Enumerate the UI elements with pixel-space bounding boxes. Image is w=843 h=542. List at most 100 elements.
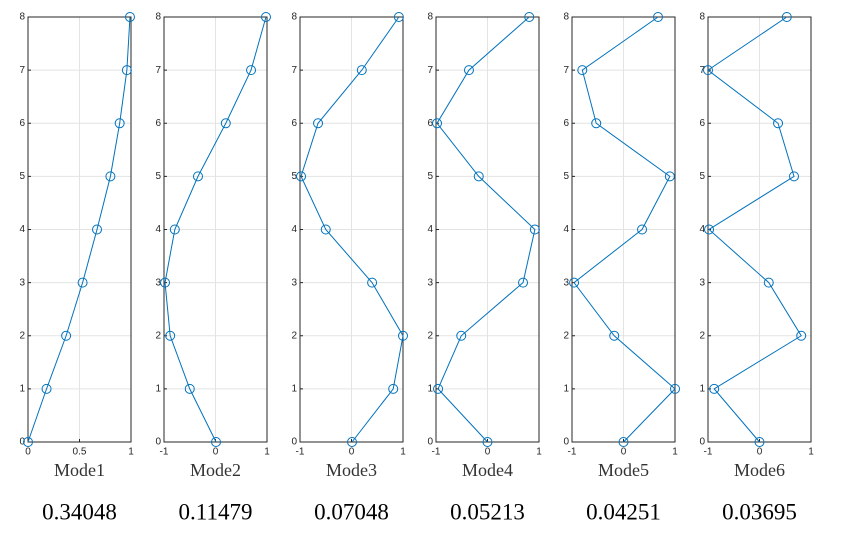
- data-marker: [398, 330, 408, 341]
- x-tick-label: 0: [213, 447, 219, 458]
- y-tick-label: 4: [699, 224, 705, 235]
- data-marker: [41, 383, 52, 394]
- x-axis-label: Mode3: [326, 460, 377, 480]
- data-line: [27, 16, 131, 443]
- data-marker: [313, 118, 324, 129]
- y-tick-label: 4: [291, 224, 297, 235]
- axes-box: [299, 16, 404, 443]
- x-tick-label: 1: [128, 447, 134, 458]
- data-marker: [160, 277, 171, 288]
- x-tick-label: 0: [757, 447, 763, 458]
- x-tick-label: 0: [25, 447, 31, 458]
- y-tick-label: 4: [563, 224, 569, 235]
- y-tick-label: 1: [291, 384, 297, 395]
- subplot: 0 1 2 3 4 5 6 7 8 0 0.5 1 Mode1 0.34048: [19, 12, 135, 524]
- data-line: [707, 16, 802, 443]
- data-marker: [393, 12, 404, 22]
- data-marker: [577, 65, 588, 76]
- y-tick-label: 5: [699, 171, 705, 182]
- y-tick-label: 0: [699, 437, 705, 448]
- x-axis-label: Mode6: [734, 460, 785, 480]
- data-marker: [77, 277, 88, 288]
- y-tick-label: 3: [19, 277, 25, 288]
- y-tick-label: 6: [291, 118, 297, 129]
- annotation: 0.11479: [179, 499, 253, 524]
- y-tick-label: 6: [699, 118, 705, 129]
- data-marker: [356, 65, 367, 76]
- y-tick-label: 4: [19, 224, 25, 235]
- y-tick-label: 7: [19, 65, 25, 76]
- data-marker: [433, 383, 444, 394]
- data-marker: [703, 65, 713, 76]
- data-marker: [591, 118, 602, 129]
- y-tick-label: 7: [699, 65, 705, 76]
- y-tick-label: 2: [19, 330, 25, 341]
- y-tick-label: 8: [699, 12, 705, 23]
- data-marker: [609, 330, 620, 341]
- y-tick-label: 6: [427, 118, 433, 129]
- y-tick-label: 0: [563, 437, 569, 448]
- y-tick-label: 4: [155, 224, 161, 235]
- data-marker: [754, 437, 765, 447]
- data-marker: [618, 437, 629, 447]
- data-marker: [61, 330, 72, 341]
- data-marker: [220, 118, 231, 129]
- annotation: 0.03695: [722, 499, 797, 524]
- y-tick-label: 0: [427, 437, 433, 448]
- data-marker: [664, 171, 675, 182]
- axes-box: [27, 16, 132, 443]
- data-marker: [482, 437, 493, 447]
- data-marker: [704, 224, 715, 235]
- x-axis-label: Mode4: [462, 460, 513, 480]
- data-marker: [124, 12, 135, 22]
- y-tick-label: 2: [427, 330, 433, 341]
- data-marker: [211, 437, 222, 447]
- data-marker: [92, 224, 103, 235]
- y-tick-label: 4: [427, 224, 433, 235]
- data-marker: [23, 437, 33, 447]
- data-marker: [296, 171, 307, 182]
- x-tick-label: 1: [672, 447, 678, 458]
- y-tick-label: 0: [291, 437, 297, 448]
- y-tick-label: 7: [427, 65, 433, 76]
- annotation: 0.07048: [314, 499, 389, 524]
- x-axis-label: Mode5: [598, 460, 649, 480]
- data-marker: [524, 12, 535, 22]
- y-tick-label: 1: [563, 384, 569, 395]
- data-marker: [653, 12, 664, 22]
- y-tick-label: 5: [155, 171, 161, 182]
- y-tick-label: 1: [427, 384, 433, 395]
- data-marker: [670, 383, 680, 394]
- data-marker: [388, 383, 399, 394]
- y-tick-label: 3: [291, 277, 297, 288]
- y-tick-label: 8: [291, 12, 297, 23]
- data-marker: [184, 383, 195, 394]
- x-tick-label: -1: [568, 447, 577, 458]
- y-tick-label: 5: [563, 171, 569, 182]
- y-tick-label: 8: [155, 12, 161, 23]
- x-tick-label: 1: [808, 447, 814, 458]
- y-tick-label: 2: [699, 330, 705, 341]
- x-axis-label: Mode1: [54, 460, 105, 480]
- data-marker: [347, 437, 358, 447]
- data-marker: [260, 12, 271, 22]
- data-marker: [781, 12, 792, 22]
- annotation: 0.04251: [586, 499, 661, 524]
- x-tick-label: -1: [704, 447, 713, 458]
- data-marker: [773, 118, 784, 129]
- data-marker: [192, 171, 203, 182]
- data-marker: [114, 118, 125, 129]
- x-tick-label: 1: [536, 447, 542, 458]
- data-marker: [169, 224, 180, 235]
- data-marker: [367, 277, 378, 288]
- data-marker: [456, 330, 467, 341]
- x-tick-label: 0: [349, 447, 355, 458]
- annotation: 0.34048: [42, 499, 117, 524]
- x-tick-label: 1: [400, 447, 406, 458]
- y-tick-label: 8: [563, 12, 569, 23]
- y-tick-label: 1: [19, 384, 25, 395]
